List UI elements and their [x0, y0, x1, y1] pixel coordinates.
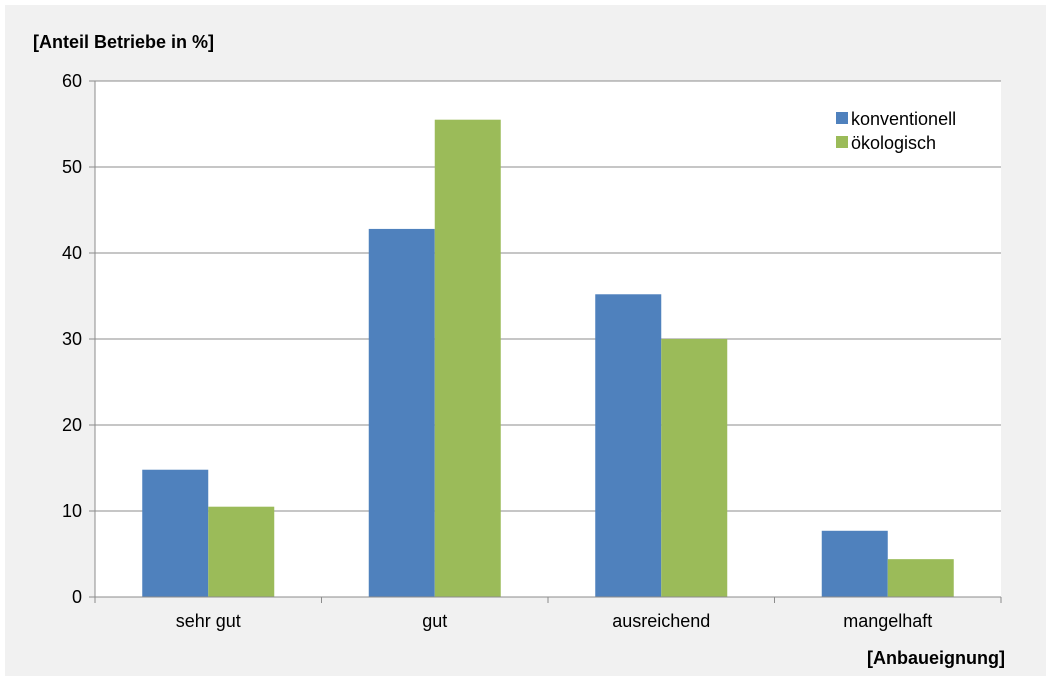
- bar-konventionell-mangelhaft: [821, 530, 888, 597]
- y-tick-label: 0: [72, 587, 82, 607]
- bar-konventionell-gut: [368, 228, 435, 598]
- y-tick-label: 40: [62, 243, 82, 263]
- x-axis-label: [Anbaueignung]: [867, 648, 1005, 668]
- y-tick-label: 10: [62, 501, 82, 521]
- legend-label: ökologisch: [851, 133, 936, 153]
- x-tick-label: sehr gut: [176, 611, 241, 631]
- legend-label: konventionell: [851, 109, 956, 129]
- bar-konventionell-sehr gut: [142, 469, 209, 597]
- axes: 0 10 20 30 40 50 60 sehr gut gut ausreichend mange…: [62, 71, 1002, 631]
- y-tick-label: 30: [62, 329, 82, 349]
- bar-ökologisch-ausreichend: [661, 339, 728, 597]
- y-axis-label: [Anteil Betriebe in %]: [33, 32, 215, 52]
- x-tick-label: mangelhaft: [843, 611, 932, 631]
- legend-swatch: [836, 136, 848, 148]
- bar-konventionell-ausreichend: [595, 294, 662, 597]
- y-tick-label: 50: [62, 157, 82, 177]
- y-tick-label: 20: [62, 415, 82, 435]
- x-tick-label: ausreichend: [612, 611, 710, 631]
- gridlines: [95, 80, 1001, 512]
- legend-swatch: [836, 112, 848, 124]
- bar-ökologisch-mangelhaft: [887, 559, 954, 597]
- x-tick-label: gut: [422, 611, 447, 631]
- bar-ökologisch-gut: [434, 119, 501, 597]
- legend: konventionell ökologisch: [836, 109, 956, 153]
- bar-ökologisch-sehr gut: [208, 506, 275, 597]
- bars: [142, 119, 954, 598]
- y-tick-label: 60: [62, 71, 82, 91]
